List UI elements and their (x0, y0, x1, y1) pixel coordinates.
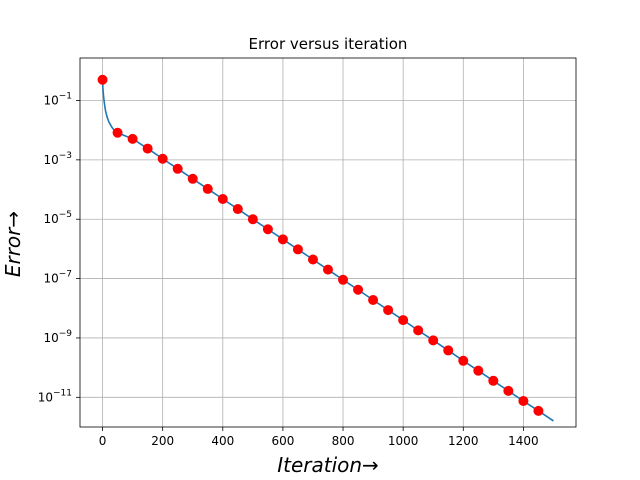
grid (80, 58, 576, 427)
data-point (428, 335, 439, 346)
data-point (533, 405, 544, 416)
data-point (112, 127, 123, 138)
x-tick-label: 1000 (388, 434, 419, 448)
data-point (157, 153, 168, 164)
y-tick-label: 10−1 (43, 91, 72, 107)
data-point (323, 264, 333, 275)
data-point (187, 173, 198, 184)
data-point (383, 305, 394, 316)
data-point (232, 204, 243, 215)
data-point (473, 365, 484, 376)
plot-frame (79, 57, 577, 428)
data-point (202, 183, 213, 194)
data-point (262, 224, 273, 235)
data-point (307, 254, 318, 265)
y-tick-label: 10−7 (43, 270, 72, 286)
y-tick-label: 10−5 (43, 210, 72, 226)
x-axis-label: Iteration→ (277, 453, 379, 477)
data-point (292, 244, 303, 255)
y-tick-label: 10−11 (38, 388, 72, 404)
x-tick-label: 200 (151, 434, 174, 448)
data-point (172, 163, 183, 174)
error-curve (101, 79, 554, 422)
data-point (398, 315, 409, 326)
axes (79, 57, 577, 428)
x-tick-label: 1200 (448, 434, 479, 448)
data-point (488, 375, 499, 386)
data-point (97, 74, 108, 85)
y-tick-label: 10−3 (43, 151, 72, 167)
series-layer (97, 74, 554, 422)
data-point (127, 133, 138, 144)
ticks: 0 200 400 600 800 1000 1200 1400 10−1 10−3 10−5 10−… (38, 91, 539, 448)
x-tick-label: 800 (332, 434, 355, 448)
chart-title: Error versus iteration (249, 35, 408, 53)
data-point (518, 396, 529, 407)
data-point (217, 193, 228, 204)
data-point (353, 284, 364, 295)
y-axis-label: Error→ (1, 211, 25, 277)
data-point (247, 214, 258, 225)
data-point (368, 294, 379, 305)
x-tick-label: 0 (99, 434, 107, 448)
data-point (338, 274, 349, 285)
data-point (413, 325, 424, 336)
data-point (458, 355, 469, 366)
data-point (443, 345, 454, 356)
x-tick-label: 600 (271, 434, 294, 448)
data-point (142, 143, 153, 154)
x-tick-label: 1400 (508, 434, 539, 448)
data-point (503, 385, 514, 396)
x-tick-label: 400 (211, 434, 234, 448)
data-point (277, 234, 288, 245)
y-tick-label: 10−9 (43, 329, 72, 345)
